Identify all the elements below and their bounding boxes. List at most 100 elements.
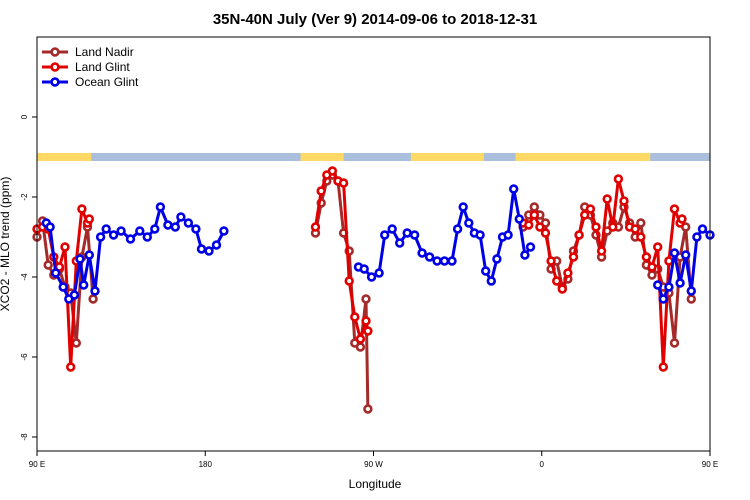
land-band-segment [410, 153, 484, 161]
data-point-land-nadir [355, 342, 366, 352]
data-point-ocean-glint [211, 240, 222, 250]
y-tick-label: -6 [20, 353, 29, 361]
data-point-land-glint [579, 210, 590, 220]
data-point-ocean-glint [75, 254, 85, 264]
data-point-ocean-glint [402, 228, 412, 238]
data-point-ocean-glint [658, 294, 668, 304]
x-tick-label: 90 W [364, 460, 383, 469]
data-point-ocean-glint [219, 226, 229, 236]
data-point-land-glint [84, 214, 95, 224]
x-tick-label: 90 E [29, 460, 45, 469]
data-point-ocean-glint [387, 224, 397, 234]
x-axis: 90 E 180 90 W 0 90 E [29, 451, 718, 469]
data-point-land-glint [361, 316, 371, 326]
series-line-ocean-glint [656, 227, 711, 301]
data-point-ocean-glint [78, 280, 89, 290]
data-point-ocean-glint [652, 280, 663, 290]
data-point-ocean-glint [417, 248, 427, 258]
data-point-land-glint [535, 222, 545, 232]
data-point-ocean-glint [108, 230, 119, 240]
land-band-segment [515, 153, 651, 161]
data-point-land-glint [355, 334, 366, 344]
data-point-ocean-glint [142, 232, 153, 242]
data-point-land-glint [613, 174, 624, 184]
data-point-ocean-glint [664, 282, 674, 292]
data-point-land-glint [77, 204, 87, 214]
x-tick-label: 180 [199, 460, 213, 469]
data-point-land-nadir [88, 294, 98, 304]
data-point-ocean-glint [395, 238, 405, 248]
data-point-land-glint [619, 196, 629, 206]
data-point-land-nadir [43, 260, 53, 270]
legend-item-ocean-glint: Ocean Glint [42, 75, 139, 89]
chart-title: 35N-40N July (Ver 9) 2014-09-06 to 2018-… [213, 11, 537, 28]
data-point-ocean-glint [439, 256, 450, 266]
data-point-land-glint [563, 268, 573, 278]
data-point-land-glint [630, 224, 640, 234]
data-point-land-glint [557, 284, 567, 294]
legend-swatch-marker [50, 62, 60, 72]
data-point-land-glint [310, 222, 321, 232]
series-line-land-glint [522, 177, 684, 369]
data-point-land-glint [551, 276, 562, 286]
data-point-ocean-glint [183, 218, 194, 228]
data-point-land-nadir [363, 404, 373, 414]
data-point-land-glint [529, 210, 539, 220]
data-point-ocean-glint [464, 218, 474, 228]
data-point-land-glint [523, 220, 534, 230]
data-point-land-glint [350, 312, 360, 322]
data-point-ocean-glint [176, 212, 186, 222]
land-band-segment [37, 153, 92, 161]
data-point-ocean-glint [58, 282, 68, 292]
legend-swatch-marker [50, 77, 60, 87]
data-point-ocean-glint [675, 278, 685, 288]
data-point-ocean-glint [163, 220, 173, 230]
data-point-ocean-glint [116, 226, 126, 236]
series-ocean-glint [41, 184, 715, 304]
legend-item-land-glint: Land Glint [42, 60, 130, 74]
data-point-land-glint [344, 276, 354, 286]
data-point-ocean-glint [692, 232, 702, 242]
data-point-ocean-glint [697, 224, 708, 234]
data-point-land-glint [316, 186, 326, 196]
data-point-ocean-glint [680, 250, 691, 260]
data-point-land-glint [602, 194, 612, 204]
x-tick-label: 0 [540, 460, 545, 469]
data-point-ocean-glint [374, 268, 384, 278]
data-point-land-glint [641, 252, 652, 262]
data-point-ocean-glint [503, 230, 513, 240]
legend-item-land-nadir: Land Nadir [42, 45, 134, 59]
data-point-ocean-glint [514, 214, 524, 224]
y-tick-label: -8 [20, 433, 29, 441]
data-point-ocean-glint [669, 248, 680, 258]
data-point-land-glint [677, 214, 687, 224]
data-point-ocean-glint [69, 290, 80, 300]
data-point-ocean-glint [520, 250, 530, 260]
data-point-ocean-glint [191, 224, 201, 234]
land-mask-band [37, 153, 710, 161]
data-point-ocean-glint [84, 250, 95, 260]
legend-label: Land Glint [75, 60, 130, 74]
data-point-land-glint [591, 222, 601, 232]
series-line-land-nadir [314, 173, 370, 410]
data-point-ocean-glint [452, 224, 463, 234]
data-point-ocean-glint [45, 222, 55, 232]
data-point-land-glint [574, 230, 584, 240]
data-point-land-glint [546, 256, 556, 266]
data-point-land-glint [669, 204, 680, 214]
data-point-ocean-glint [196, 244, 207, 254]
data-point-land-glint [636, 232, 646, 242]
data-point-ocean-glint [481, 266, 491, 276]
x-tick-label: 90 E [702, 460, 718, 469]
data-point-ocean-glint [170, 222, 181, 232]
data-point-land-nadir [647, 270, 657, 280]
ocean-band [37, 153, 710, 161]
data-point-land-glint [658, 362, 668, 372]
data-point-land-nadir [686, 294, 696, 304]
land-band-segment [300, 153, 344, 161]
data-point-ocean-glint [432, 256, 442, 266]
y-axis: 0 -2 -4 -6 -8 [20, 114, 37, 441]
series-land-nadir [32, 170, 696, 414]
